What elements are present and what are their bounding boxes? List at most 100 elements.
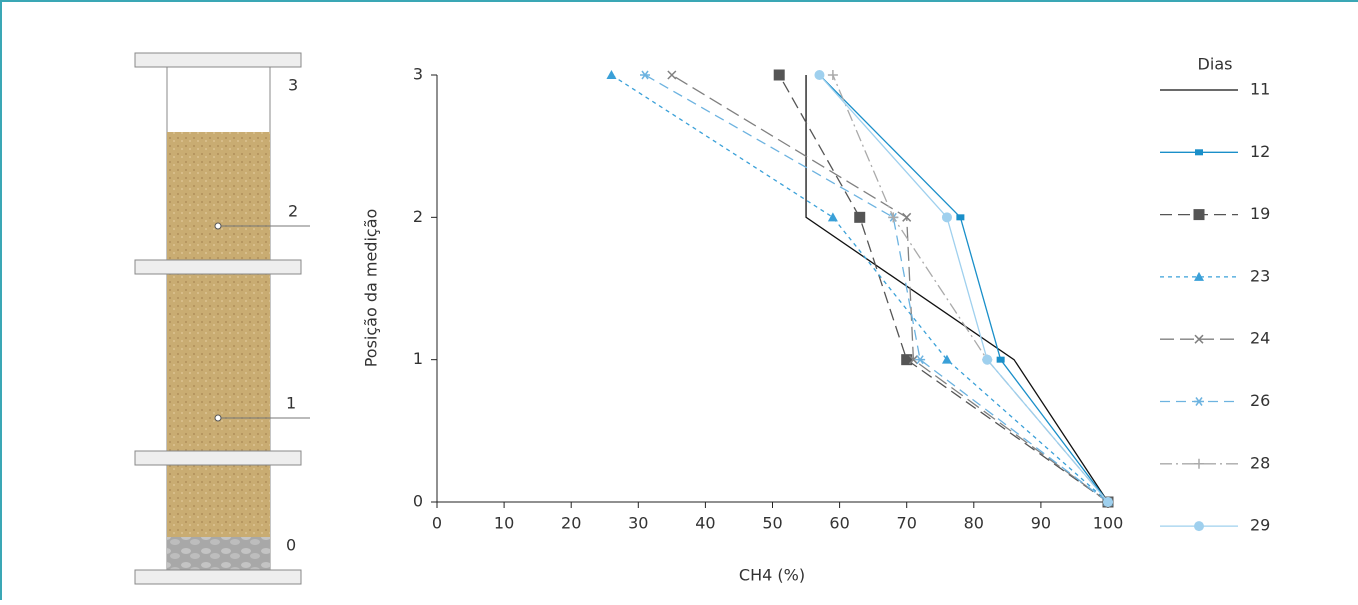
marker-shape <box>1194 521 1204 532</box>
x-tick-label: 80 <box>964 514 984 533</box>
marker-shape <box>827 70 838 80</box>
sand <box>167 132 270 537</box>
marker-shape <box>606 70 617 79</box>
legend-label: 23 <box>1250 266 1270 285</box>
marker <box>1194 334 1204 344</box>
legend-title: Dias <box>1198 55 1233 74</box>
series-line <box>805 75 1109 503</box>
marker-shape <box>1195 149 1203 156</box>
marker-shape <box>982 354 993 365</box>
x-tick-label: 10 <box>494 514 514 533</box>
marker-shape <box>1194 271 1204 281</box>
series-line <box>611 74 1109 503</box>
x-axis-label: CH4 (%) <box>739 566 805 585</box>
legend-label: 24 <box>1250 329 1270 348</box>
marker-shape <box>1103 497 1113 507</box>
marker <box>901 354 913 366</box>
marker <box>941 212 952 223</box>
series-line <box>671 74 1109 503</box>
marker-shape <box>901 354 913 366</box>
marker <box>982 354 993 365</box>
column-diagram: 3 2 1 0 <box>134 52 310 585</box>
legend-label: 12 <box>1250 142 1270 161</box>
marker <box>1194 521 1204 532</box>
marker-shape <box>908 355 918 365</box>
marker <box>854 211 866 223</box>
marker-shape <box>941 212 952 223</box>
x-tick-label: 20 <box>561 514 581 533</box>
flange <box>134 450 302 466</box>
legend-label: 11 <box>1250 80 1270 99</box>
column-label: 2 <box>288 202 298 221</box>
marker-shape <box>814 70 825 80</box>
marker-shape <box>1194 458 1204 469</box>
marker-shape <box>1194 334 1204 344</box>
x-tick-label: 90 <box>1031 514 1051 533</box>
x-tick-label: 40 <box>695 514 715 533</box>
marker-shape <box>827 212 838 222</box>
marker-shape <box>1194 397 1204 406</box>
marker-shape <box>888 212 899 223</box>
marker <box>1194 397 1204 406</box>
marker <box>827 212 838 222</box>
legend-label: 29 <box>1250 516 1270 535</box>
series-line <box>819 74 1109 503</box>
marker <box>667 70 677 80</box>
marker <box>640 70 651 80</box>
marker-shape <box>854 211 866 223</box>
marker-shape <box>640 70 651 80</box>
y-tick-label: 3 <box>413 65 423 84</box>
marker <box>956 214 965 221</box>
column-label: 0 <box>286 536 296 555</box>
x-tick-label: 50 <box>762 514 782 533</box>
marker <box>773 69 785 81</box>
sensor <box>214 414 222 422</box>
marker-shape <box>941 354 952 364</box>
y-tick-label: 2 <box>413 207 423 226</box>
column-label: 1 <box>286 394 296 413</box>
marker <box>902 212 912 222</box>
marker <box>1193 209 1205 221</box>
marker <box>827 70 838 80</box>
legend-label: 19 <box>1250 204 1270 223</box>
y-axis-label: Posição da medição <box>362 209 381 368</box>
marker <box>606 70 617 79</box>
marker <box>1194 271 1204 281</box>
series-line <box>818 74 1109 503</box>
series-line <box>644 74 1109 503</box>
marker <box>941 354 952 364</box>
legend-label: 28 <box>1250 453 1270 472</box>
marker <box>814 70 825 80</box>
marker <box>996 356 1005 363</box>
marker-shape <box>956 214 965 221</box>
x-tick-label: 70 <box>897 514 917 533</box>
series-line <box>832 74 1109 503</box>
flange <box>134 569 302 585</box>
marker-shape <box>902 212 912 222</box>
series-line <box>778 74 1109 503</box>
marker-shape <box>667 70 677 80</box>
x-tick-label: 60 <box>829 514 849 533</box>
marker <box>1195 149 1203 156</box>
sensor <box>214 222 222 230</box>
marker-shape <box>996 356 1005 363</box>
marker <box>1194 458 1204 469</box>
gravel <box>167 537 270 570</box>
x-tick-label: 30 <box>628 514 648 533</box>
marker <box>915 355 926 365</box>
marker-shape <box>1193 209 1205 221</box>
marker <box>1103 497 1113 507</box>
flange <box>134 52 302 68</box>
flange <box>134 259 302 275</box>
x-tick-label: 0 <box>432 514 442 533</box>
x-tick-label: 100 <box>1093 514 1124 533</box>
marker <box>888 212 899 223</box>
y-tick-label: 0 <box>413 492 423 511</box>
column-label: 3 <box>288 76 298 95</box>
marker-shape <box>915 355 926 365</box>
marker-shape <box>773 69 785 81</box>
marker <box>908 355 918 365</box>
legend-label: 26 <box>1250 391 1270 410</box>
